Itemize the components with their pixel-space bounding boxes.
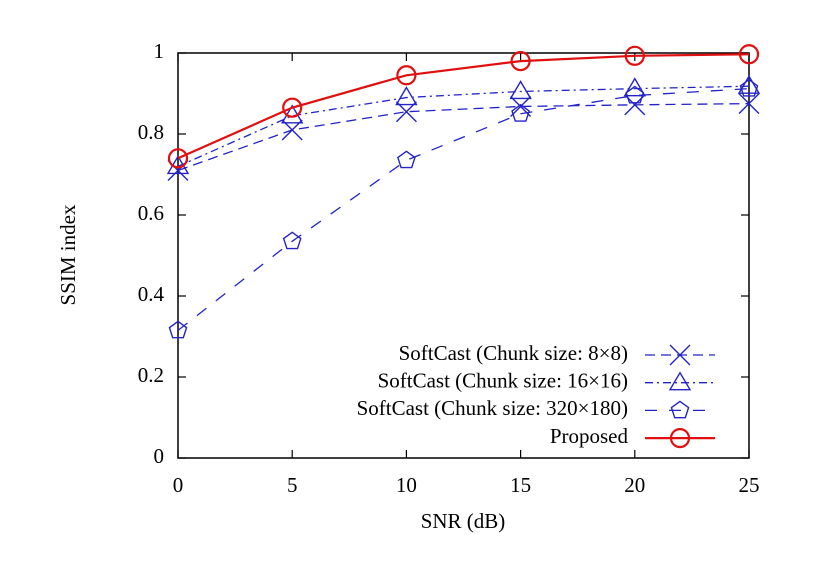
marker: [625, 85, 645, 104]
marker: [510, 50, 531, 72]
legend-marker: [668, 371, 692, 391]
y-tick-label: 0: [154, 444, 165, 468]
y-tick-label: 0.4: [138, 282, 165, 306]
x-tick-label: 25: [739, 473, 760, 497]
marker: [624, 45, 645, 66]
legend-label: SoftCast (Chunk size: 16×16): [378, 369, 628, 393]
y-tick-label: 0.2: [138, 363, 164, 387]
marker: [509, 80, 532, 100]
plot-frame: [177, 52, 750, 459]
marker: [397, 150, 416, 169]
y-tick-label: 1: [154, 39, 165, 63]
y-axis-label: SSIM index: [56, 204, 80, 305]
series-line: [177, 102, 750, 172]
marker: [282, 97, 303, 118]
x-axis-label: SNR (dB): [421, 509, 506, 533]
marker: [737, 74, 761, 94]
marker: [167, 148, 189, 169]
marker: [738, 93, 760, 115]
x-tick-label: 20: [624, 473, 645, 497]
x-tick-label: 5: [287, 473, 298, 497]
legend-marker: [669, 428, 691, 449]
series-line: [177, 87, 750, 331]
marker: [738, 44, 760, 65]
legend-marker: [669, 344, 691, 366]
x-tick-label: 10: [396, 473, 417, 497]
x-tick-label: 15: [510, 473, 531, 497]
marker: [739, 78, 759, 97]
legend-label: SoftCast (Chunk size: 320×180): [357, 396, 628, 420]
y-tick-label: 0.8: [138, 120, 164, 144]
marker: [395, 86, 418, 106]
x-tick-label: 0: [173, 473, 184, 497]
series-line: [177, 85, 750, 167]
y-tick-label: 0.6: [138, 201, 164, 225]
marker: [396, 65, 417, 86]
legend-label: Proposed: [550, 424, 629, 448]
marker: [623, 77, 647, 97]
marker: [168, 320, 188, 339]
series-line: [177, 53, 750, 160]
legend-marker: [670, 400, 690, 419]
marker: [511, 103, 530, 122]
marker: [282, 231, 302, 250]
legend-label: SoftCast (Chunk size: 8×8): [399, 341, 628, 365]
